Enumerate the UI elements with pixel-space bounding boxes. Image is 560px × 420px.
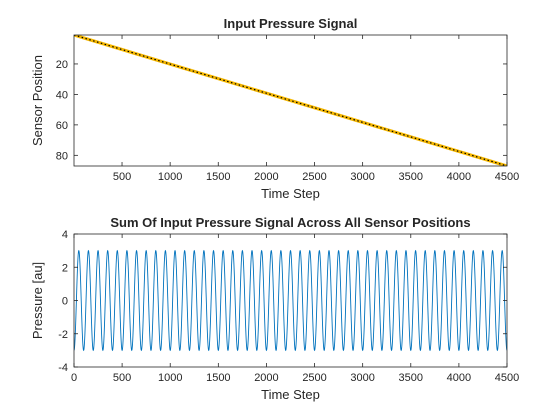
x-tick-label: 3500 <box>399 171 423 183</box>
y-tick-label: 80 <box>56 150 68 162</box>
x-tick-label: 1000 <box>158 372 182 384</box>
plot-area <box>74 234 507 367</box>
x-tick-label: 2500 <box>302 171 326 183</box>
x-tick-label: 4500 <box>495 372 519 384</box>
y-tick-label: 2 <box>62 262 68 274</box>
y-axis-label: Sensor Position <box>30 55 45 146</box>
chart-title: Sum Of Input Pressure Signal Across All … <box>110 215 470 230</box>
x-tick-label: 0 <box>71 372 77 384</box>
y-tick-label: 0 <box>62 296 68 308</box>
x-tick-label: 4500 <box>495 171 519 183</box>
x-tick-label: 1500 <box>206 171 230 183</box>
x-tick-label: 2000 <box>254 372 278 384</box>
y-tick-label: 40 <box>56 89 68 101</box>
y-tick-label: 60 <box>56 120 68 132</box>
x-tick-label: 3000 <box>350 372 374 384</box>
x-tick-label: 500 <box>113 372 131 384</box>
y-axis-label: Pressure [au] <box>30 262 45 339</box>
x-tick-label: 1500 <box>206 372 230 384</box>
x-axis-label: Time Step <box>261 387 320 402</box>
x-tick-label: 500 <box>113 171 131 183</box>
y-tick-label: 20 <box>56 59 68 71</box>
x-tick-label: 2000 <box>254 171 278 183</box>
x-tick-label: 3500 <box>399 372 423 384</box>
x-tick-label: 3000 <box>350 171 374 183</box>
x-axis-label: Time Step <box>261 186 320 201</box>
x-tick-label: 2500 <box>302 372 326 384</box>
x-tick-label: 1000 <box>158 171 182 183</box>
y-tick-label: -2 <box>58 329 68 341</box>
y-tick-label: -4 <box>58 362 68 374</box>
y-tick-label: 4 <box>62 229 68 241</box>
x-tick-label: 4000 <box>447 372 471 384</box>
signal-line <box>74 35 507 166</box>
axes-box <box>73 34 508 167</box>
chart-title: Input Pressure Signal <box>224 16 358 31</box>
pressure-map-axes: 500 1000 1500 2000 2500 3000 3500 4000 4500 20 40 6… <box>30 16 519 201</box>
x-tick-label: 4000 <box>447 171 471 183</box>
pressure-series-line <box>74 249 507 352</box>
pressure-sum-axes: 0 500 1000 1500 2000 2500 3000 3500 4000 4500 -4 -2… <box>30 215 519 402</box>
